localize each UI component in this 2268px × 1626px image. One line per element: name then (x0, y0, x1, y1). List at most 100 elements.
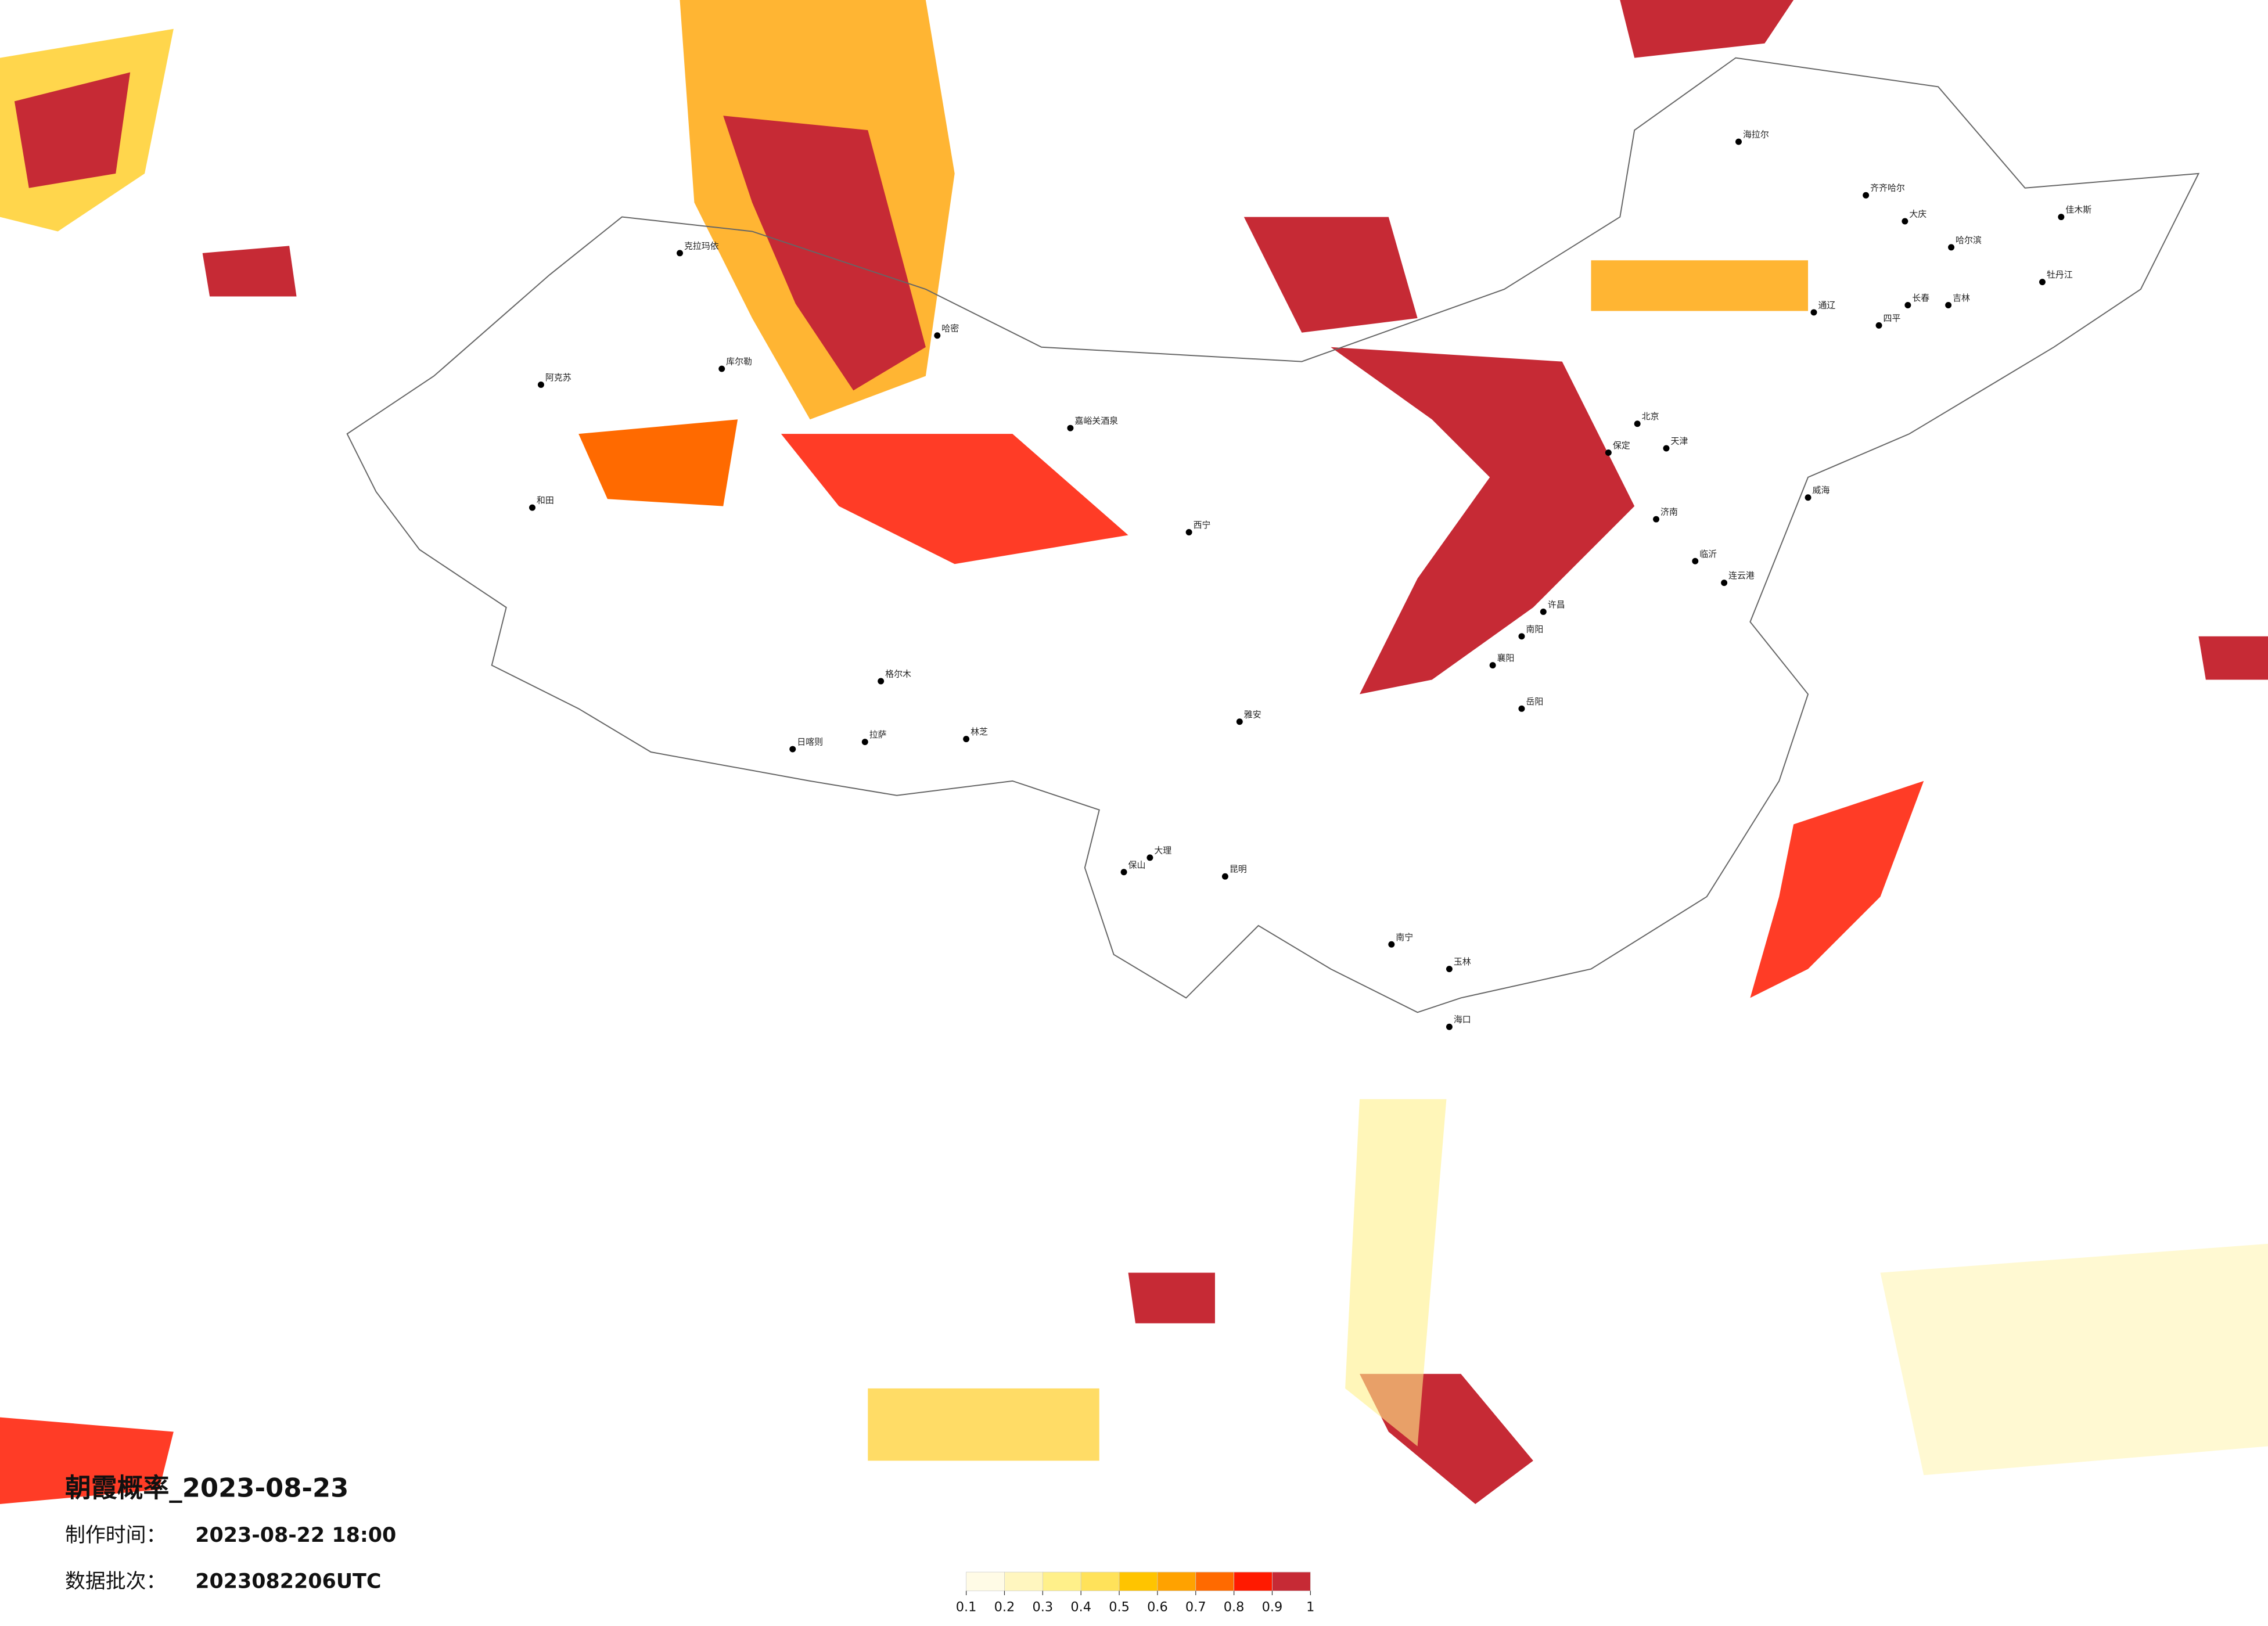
colorbar-tick-label: 0.5 (1109, 1599, 1130, 1614)
city-dot (2058, 214, 2065, 221)
city-label: 南阳 (1526, 624, 1543, 634)
city-label: 保山 (1128, 859, 1146, 870)
city-dot (1185, 529, 1192, 535)
city-dot (1902, 218, 1908, 225)
city-label: 佳木斯 (2065, 204, 2091, 215)
city-dot (1721, 580, 1728, 587)
city-dot (1653, 516, 1660, 523)
batch: 2023082206UTC (195, 1570, 381, 1593)
city-label: 嘉峪关酒泉 (1074, 416, 1118, 426)
colorbar-tick-label: 1 (1306, 1599, 1314, 1614)
colorbar-tick-label: 0.7 (1185, 1599, 1206, 1614)
city-label: 拉萨 (869, 729, 887, 740)
city-label: 雅安 (1244, 709, 1261, 720)
city-dot (1540, 608, 1547, 615)
city-label: 牡丹江 (2047, 269, 2073, 280)
city-dot (878, 678, 885, 685)
city-dot (934, 332, 941, 339)
city-dot (1945, 302, 1952, 308)
city-dot (1692, 557, 1699, 564)
colorbar-tick-label: 0.3 (1033, 1599, 1054, 1614)
city-label: 济南 (1660, 507, 1678, 517)
colorbar-cell (966, 1571, 1005, 1591)
city-label: 连云港 (1728, 570, 1755, 581)
city-dot (2039, 279, 2046, 286)
city-dot (529, 504, 535, 511)
city-label: 格尔木 (885, 669, 911, 679)
colorbar-tick-label: 0.1 (956, 1599, 977, 1614)
city-label: 林芝 (971, 726, 988, 737)
colorbar-cell (1080, 1571, 1120, 1591)
city-label: 南宁 (1396, 932, 1413, 942)
city-label: 哈密 (941, 323, 959, 333)
colorbar-cell (1195, 1571, 1234, 1591)
city-dot (1388, 941, 1395, 948)
batch-label: 数据批次： (65, 1570, 166, 1593)
city-label: 海拉尔 (1743, 129, 1769, 140)
city-label: 天津 (1670, 436, 1688, 447)
colorbar-tick-label: 0.9 (1262, 1599, 1283, 1614)
city-dot (1120, 869, 1127, 876)
city-dot (1446, 966, 1453, 973)
city-dot (1634, 420, 1641, 427)
city-dot (861, 739, 868, 746)
city-label: 昆明 (1230, 864, 1247, 875)
city-dot (789, 746, 796, 753)
city-dot (718, 365, 725, 372)
city-dot (963, 736, 970, 743)
city-label: 日喀则 (797, 737, 823, 747)
colorbar-cell (1157, 1571, 1196, 1591)
colorbar-cell (1042, 1571, 1081, 1591)
colorbar-cell (1004, 1571, 1043, 1591)
colorbar-tick-label: 0.2 (994, 1599, 1015, 1614)
city-label: 海口 (1454, 1015, 1471, 1025)
city-dot (1810, 309, 1817, 316)
city-dot (1904, 302, 1911, 308)
city-label: 北京 (1642, 411, 1659, 422)
city-label: 库尔勒 (726, 357, 752, 367)
city-label: 克拉玛依 (684, 240, 719, 251)
colorbar-cell (1234, 1571, 1273, 1591)
colorbar-tick-label: 0.8 (1224, 1599, 1245, 1614)
city-dot (537, 381, 544, 388)
city-dot (1518, 633, 1525, 640)
city-label: 哈尔滨 (1956, 235, 1982, 245)
city-label: 玉林 (1454, 956, 1471, 967)
city-label: 大庆 (1909, 209, 1926, 220)
china-outline (346, 57, 2200, 1013)
city-label: 临沂 (1699, 549, 1717, 559)
city-label: 威海 (1813, 485, 1830, 495)
city-dot (1875, 322, 1882, 329)
production-time: 2023-08-22 18:00 (195, 1524, 396, 1547)
city-dot (1236, 718, 1243, 725)
city-dot (1605, 449, 1612, 456)
colorbar-cell (1272, 1571, 1311, 1591)
city-label: 大理 (1154, 845, 1171, 855)
title: 朝霞概率_2023-08-23 (65, 1473, 348, 1503)
city-label: 吉林 (1953, 293, 1970, 303)
city-dot (1446, 1023, 1453, 1030)
city-label: 襄阳 (1497, 653, 1515, 663)
city-dot (1948, 244, 1955, 251)
city-dot (1146, 854, 1153, 861)
city-dot (677, 250, 683, 257)
city-label: 四平 (1884, 313, 1901, 323)
colorbar-tick-label: 0.4 (1070, 1599, 1091, 1614)
city-dot (1663, 445, 1670, 452)
city-label: 通辽 (1818, 300, 1835, 310)
city-dot (1518, 705, 1525, 712)
city-label: 保定 (1613, 440, 1630, 451)
city-dot (1735, 138, 1742, 145)
city-label: 西宁 (1194, 520, 1211, 530)
city-dot (1489, 662, 1496, 669)
city-label: 岳阳 (1526, 696, 1543, 707)
city-label: 许昌 (1548, 599, 1565, 610)
production-time-label: 制作时间： (65, 1524, 166, 1547)
colorbar-cell (1119, 1571, 1158, 1591)
colorbar-tick-label: 0.6 (1147, 1599, 1168, 1614)
probability-field (0, 0, 2268, 1505)
colorbar: 0.1 0.2 0.3 0.4 0.5 0.6 0.7 0.8 0.9 1 (956, 1571, 1314, 1614)
city-dot (1067, 425, 1074, 431)
city-dot (1221, 873, 1228, 880)
